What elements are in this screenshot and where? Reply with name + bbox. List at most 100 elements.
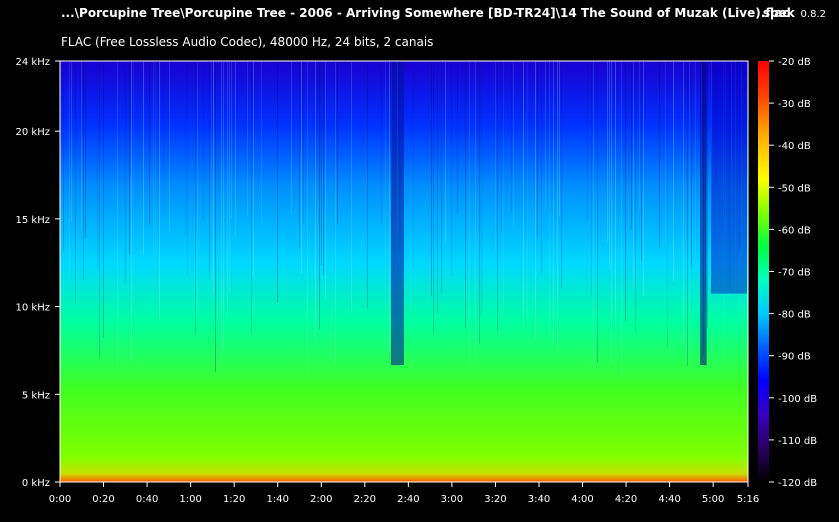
texture-streak [187,62,188,278]
x-tick-label: 3:00 [441,494,463,505]
texture-streak [197,62,198,317]
texture-streak [227,62,228,320]
texture-streak [335,62,336,366]
texture-streak [561,62,562,289]
texture-streak [665,62,666,246]
texture-streak [71,62,72,223]
texture-streak [117,62,118,371]
texture-streak [247,62,248,216]
texture-streak [597,62,598,363]
texture-streak [133,62,134,303]
x-tick-label: 3:20 [484,494,506,505]
texture-streak [223,62,224,350]
texture-streak [261,62,262,224]
app-name: spek [762,6,795,20]
texture-streak [211,62,212,281]
texture-streak [81,62,82,230]
texture-streak [433,62,434,334]
texture-streak [85,62,86,239]
texture-streak [527,62,528,328]
texture-streak [635,62,636,333]
texture-streak [437,62,438,313]
texture-streak [621,62,622,375]
texture-streak [69,62,70,279]
spectrogram-plot [59,60,749,483]
spectrogram-texture [63,62,747,375]
texture-streak [625,62,626,322]
texture-streak [513,62,514,230]
texture-streak [159,62,160,321]
x-tick-label: 3:40 [528,494,550,505]
x-tick-label: 0:20 [92,494,114,505]
texture-streak [97,62,98,269]
texture-streak [641,62,642,262]
texture-streak [723,62,724,367]
x-tick-label: 1:40 [266,494,288,505]
texture-streak [545,62,546,210]
texture-streak [129,62,130,255]
texture-streak [511,62,512,214]
texture-streak [497,62,498,332]
texture-streak [213,62,214,294]
colorbar-tick-label: -80 dB [778,310,811,321]
texture-streak [707,62,708,328]
texture-streak [741,62,742,249]
texture-streak [209,62,210,273]
texture-streak [725,62,726,240]
x-tick-label: 1:00 [179,494,201,505]
texture-streak [587,62,588,222]
x-tick-label: 5:00 [702,494,724,505]
texture-streak [103,62,104,338]
x-tick-label: 4:40 [658,494,680,505]
texture-streak [593,62,594,370]
y-axis: 0 kHz 5 kHz 10 kHz 15 kHz 20 kHz 24 kHz [16,57,60,489]
texture-streak [689,62,690,366]
texture-streak [389,62,390,353]
texture-streak [611,62,612,362]
texture-streak [607,62,608,243]
audio-info: FLAC (Free Lossless Audio Codec), 48000 … [61,35,434,49]
texture-streak [385,62,386,357]
texture-streak [481,62,482,316]
texture-streak [321,62,322,266]
texture-streak [445,62,446,244]
colorbar-gradient [758,61,769,482]
texture-streak [739,62,740,250]
file-title: ...\Porcupine Tree\Porcupine Tree - 2006… [61,6,790,20]
x-tick-label: 2:00 [310,494,332,505]
x-tick-label: 4:00 [571,494,593,505]
texture-streak [301,62,302,274]
texture-streak [75,62,76,304]
texture-streak [63,62,64,251]
colorbar-tick-label: -110 dB [778,436,817,447]
texture-streak [319,62,320,329]
texture-streak [715,62,716,285]
texture-streak [303,62,304,224]
texture-streak [315,62,316,343]
texture-streak [251,62,252,334]
colorbar-tick-label: -30 dB [778,99,811,110]
x-tick-label: 0:00 [49,494,71,505]
texture-streak [231,62,232,219]
texture-streak [291,62,292,215]
x-tick-label: 4:20 [615,494,637,505]
x-tick-label: 5:16 [737,494,759,505]
texture-streak [299,62,300,249]
texture-streak [143,62,144,255]
y-tick-label: 10 kHz [16,303,50,314]
colorbar: -20 dB -30 dB -40 dB -50 dB -60 dB -70 dB -80 … [758,57,817,489]
texture-streak [125,62,126,284]
texture-streak [381,62,382,225]
texture-streak [659,62,660,248]
texture-streak [155,62,156,254]
texture-streak [131,62,132,366]
texture-streak [731,62,732,226]
texture-streak [535,62,536,340]
texture-streak [557,62,558,351]
texture-streak [549,62,550,338]
texture-streak [351,62,352,313]
app-version: 0.8.2 [800,9,826,20]
quiet-section [700,62,707,366]
fade-out-region [710,62,747,294]
